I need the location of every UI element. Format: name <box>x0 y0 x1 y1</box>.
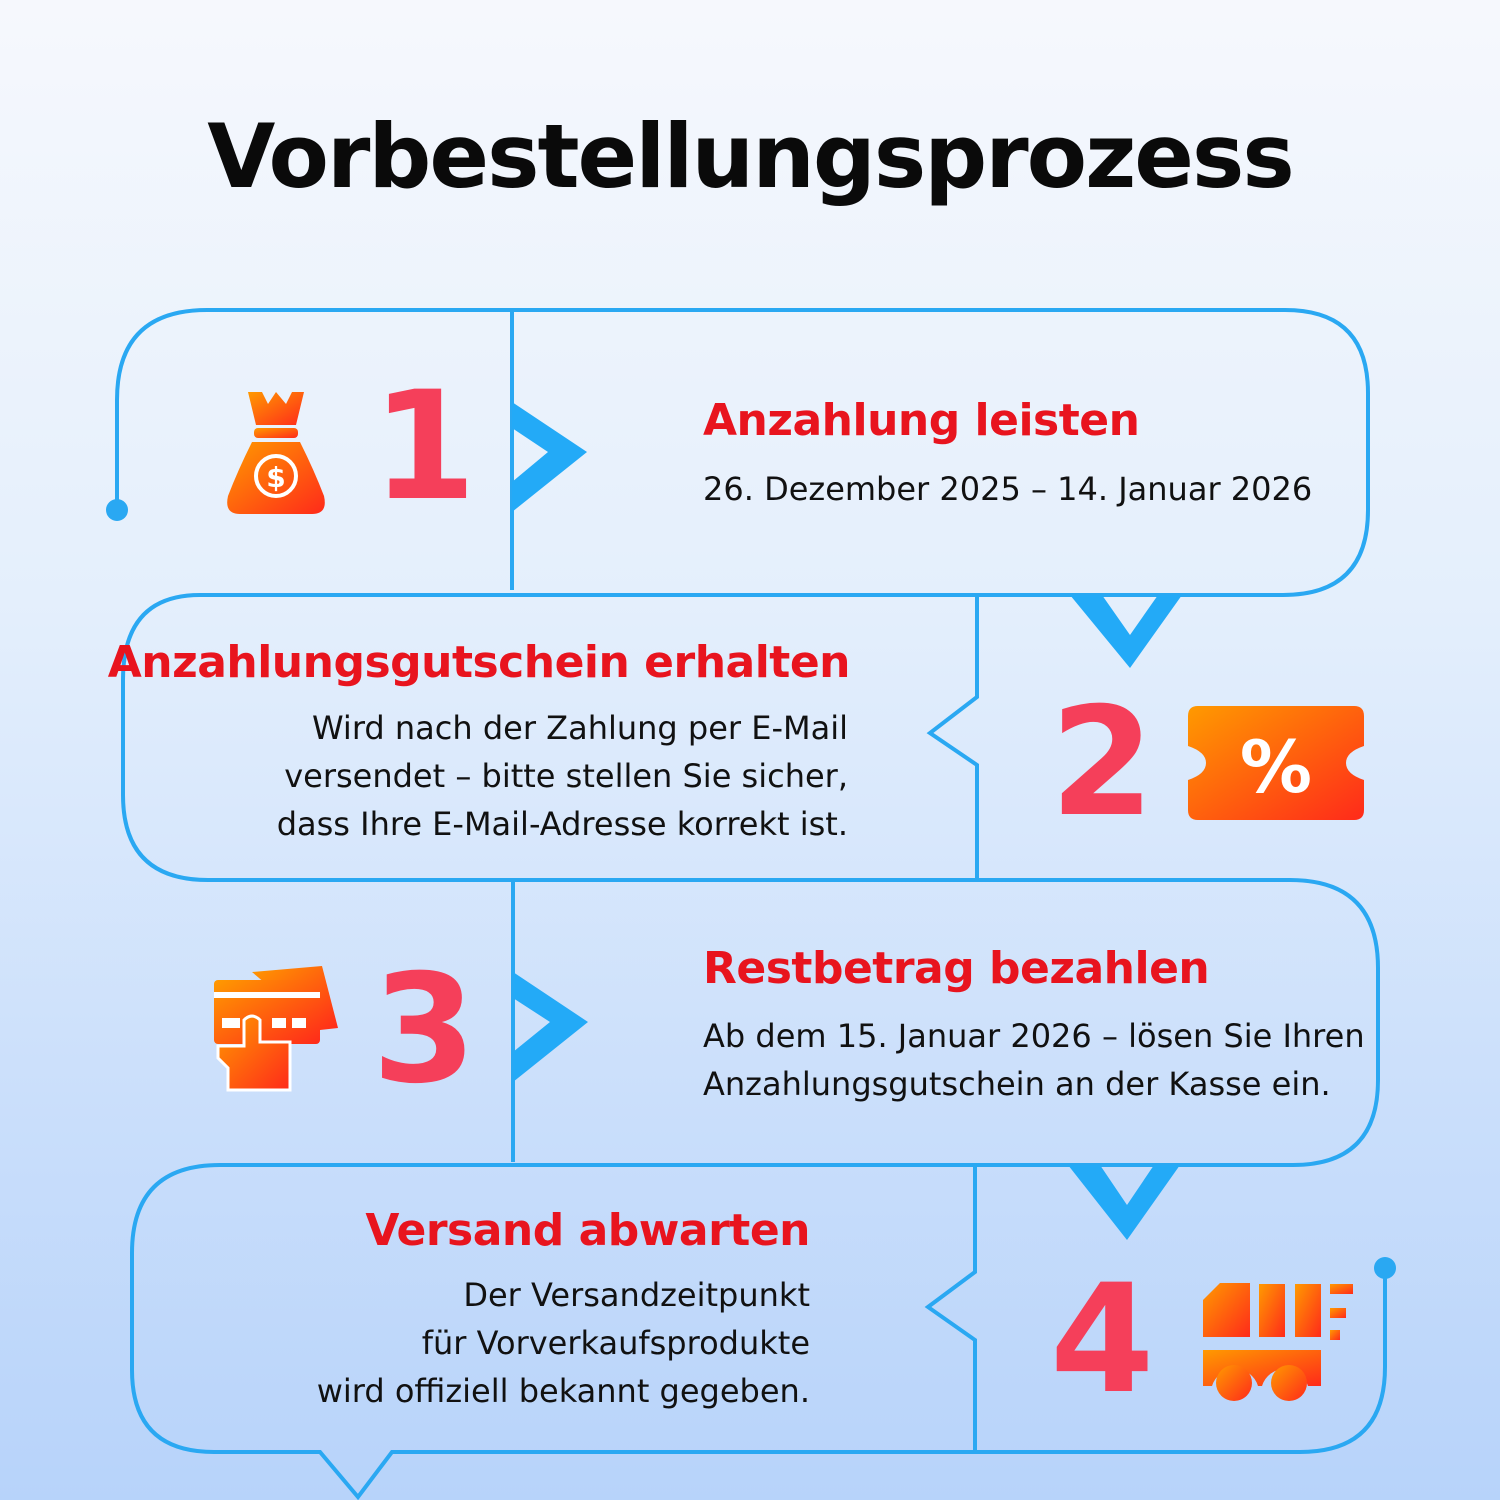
box-3-outline <box>220 878 1380 1167</box>
step-2-number: 2 <box>1050 676 1155 850</box>
card-payment-icon <box>214 966 338 1092</box>
chevron-right-icon <box>513 972 588 1082</box>
step-3-text-line: Ab dem 15. Januar 2026 – lösen Sie Ihren <box>703 1017 1365 1055</box>
step-3-heading: Restbetrag bezahlen <box>703 943 1210 994</box>
box-1-outline <box>115 308 1370 597</box>
start-dot <box>106 499 128 521</box>
page-title: Vorbestellungsprozess <box>207 105 1294 208</box>
step-2-text-line: dass Ihre E-Mail-Adresse korrekt ist. <box>276 805 848 843</box>
step-4-text-line: für Vorverkaufsprodukte <box>421 1324 810 1362</box>
step-2-text-line: Wird nach der Zahlung per E-Mail <box>311 709 848 747</box>
svg-text:$: $ <box>266 461 285 494</box>
step-1-heading: Anzahlung leisten <box>703 395 1140 446</box>
chevron-right-icon <box>512 402 587 512</box>
box-2-outline <box>121 593 1290 882</box>
end-dot <box>1374 1257 1396 1279</box>
delivery-truck-icon <box>1203 1283 1353 1401</box>
step-4-heading: Versand abwarten <box>365 1205 810 1256</box>
step-4-text-line: wird offiziell bekannt gegeben. <box>316 1372 810 1410</box>
chevron-down-icon <box>1068 1165 1180 1240</box>
step-1-text: 26. Dezember 2025 – 14. Januar 2026 <box>703 470 1313 508</box>
svg-text:%: % <box>1240 725 1312 809</box>
step-1-number: 1 <box>372 360 477 534</box>
money-bag-icon: $ <box>227 392 325 514</box>
step-3-text-line: Anzahlungsgutschein an der Kasse ein. <box>703 1065 1331 1103</box>
step-4-text-line: Der Versandzeitpunkt <box>463 1276 810 1314</box>
box-4-outline <box>130 1163 1387 1500</box>
step-2-heading: Anzahlungsgutschein erhalten <box>107 637 851 688</box>
step-2-text-line: versendet – bitte stellen Sie sicher, <box>284 757 848 795</box>
box-2-divider <box>926 595 979 880</box>
box-4-divider <box>924 1165 977 1452</box>
discount-ticket-icon: % <box>1188 706 1364 820</box>
step-3-number: 3 <box>372 943 477 1117</box>
step-4-number: 4 <box>1050 1253 1155 1427</box>
chevron-down-icon <box>1070 595 1182 668</box>
